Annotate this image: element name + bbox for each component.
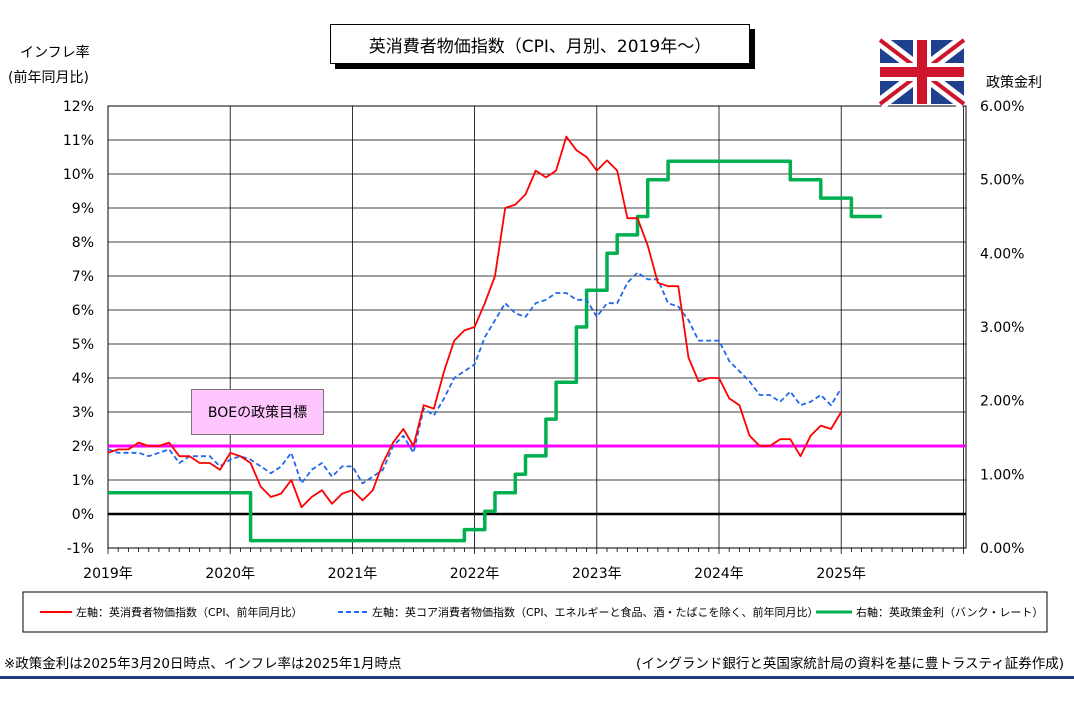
x-tick-label: 2025年 <box>816 566 866 582</box>
left-tick-label: 6% <box>72 303 94 319</box>
x-tick-label: 2019年 <box>83 566 133 582</box>
series-lines <box>107 135 966 543</box>
left-tick-label: 0% <box>72 507 94 523</box>
x-axis-ticks: 2019年 2020年 2021年 2022年 2023年 2024年 2025年 <box>83 566 866 582</box>
x-tick-label: 2024年 <box>694 566 744 582</box>
right-tick-label: 2.00% <box>980 394 1024 410</box>
left-tick-label: 5% <box>72 337 94 353</box>
right-axis-ticks: 0.00% 1.00% 2.00% 3.00% 4.00% 5.00% 6.00% <box>980 99 1024 557</box>
x-tick-label: 2021年 <box>328 566 378 582</box>
left-tick-label: 8% <box>72 235 94 251</box>
legend-label-core: 左軸：英コア消費者物価指数（CPI、エネルギーと食品、酒・たばこを除く、前年同月… <box>372 605 819 619</box>
right-tick-label: 6.00% <box>980 99 1024 115</box>
right-tick-label: 3.00% <box>980 320 1024 336</box>
left-tick-label: 4% <box>72 371 94 387</box>
right-axis-title: 政策金利 <box>986 75 1042 91</box>
x-tick-label: 2020年 <box>205 566 255 582</box>
left-tick-label: 2% <box>72 439 94 455</box>
right-tick-label: 5.00% <box>980 173 1024 189</box>
footnote-source: (イングランド銀行と英国家統計局の資料を基に豊トラスティ証券作成) <box>636 656 1064 672</box>
right-tick-label: 4.00% <box>980 246 1024 262</box>
month-ticks <box>107 548 964 554</box>
left-tick-label: 3% <box>72 405 94 421</box>
left-tick-label: -1% <box>67 541 94 557</box>
left-axis-subtitle: (前年同月比) <box>8 70 89 86</box>
left-tick-label: 12% <box>63 99 94 115</box>
plot-area <box>107 105 967 549</box>
legend-label-rate: 右軸：英政策金利（バンク・レート） <box>856 605 1043 619</box>
left-tick-label: 9% <box>72 201 94 217</box>
left-tick-label: 1% <box>72 473 94 489</box>
left-axis-title: インフレ率 <box>20 45 90 61</box>
left-tick-label: 10% <box>63 167 94 183</box>
right-tick-label: 0.00% <box>980 541 1024 557</box>
legend-label-cpi: 左軸：英消費者物価指数（CPI、前年同月比） <box>76 605 303 619</box>
x-tick-label: 2022年 <box>450 566 500 582</box>
right-tick-label: 1.00% <box>980 467 1024 483</box>
bottom-rule <box>0 676 1074 679</box>
series-cpi <box>107 135 842 509</box>
legend: 左軸：英消費者物価指数（CPI、前年同月比） 左軸：英コア消費者物価指数（CPI… <box>22 591 1048 633</box>
boe-target-label: BOEの政策目標 <box>191 389 324 435</box>
footnote-left: ※政策金利は2025年3月20日時点、インフレ率は2025年1月時点 <box>4 656 402 672</box>
left-tick-label: 7% <box>72 269 94 285</box>
chart-title: 英消費者物価指数（CPI、月別、2019年～） <box>330 24 750 64</box>
left-tick-label: 11% <box>63 133 94 149</box>
uk-flag-icon <box>876 34 968 110</box>
x-tick-label: 2023年 <box>572 566 622 582</box>
series-policy-rate <box>108 159 882 543</box>
series-core-cpi <box>107 271 842 485</box>
left-axis-ticks: -1% 0% 1% 2% 3% 4% 5% 6% 7% 8% 9% 10% 11% 12% <box>63 99 94 557</box>
